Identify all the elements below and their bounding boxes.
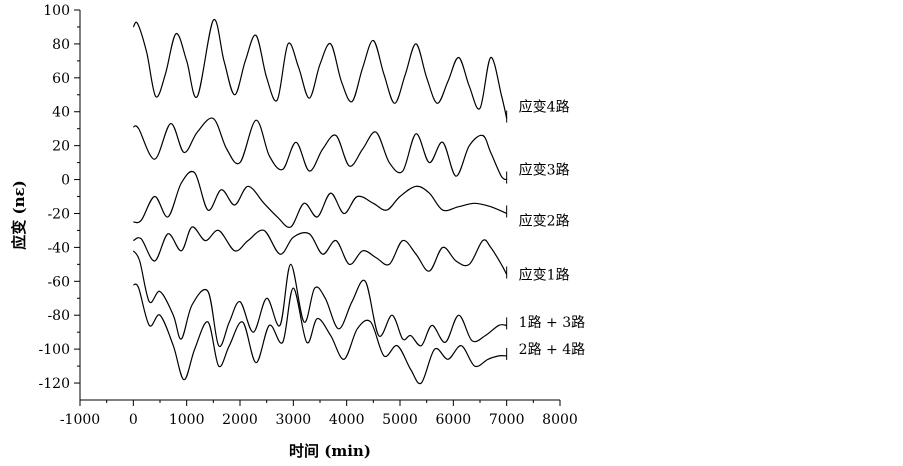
axes: 100 80 60 40 20 0 -20 -40 -60 -80 -100 -120 -1000 0 10…	[39, 3, 578, 428]
y-tick-label: -20	[47, 206, 70, 222]
y-tick-label: -40	[47, 240, 70, 256]
x-tick-label: -1000	[60, 412, 100, 428]
series-label-3: 应变2路	[519, 212, 570, 229]
series-group	[132, 19, 508, 385]
x-tick-label: 0	[129, 412, 138, 428]
series-label-5: 1路 + 3路	[519, 315, 585, 331]
y-tick-label: 20	[52, 139, 70, 155]
y-tick-label: 60	[52, 71, 70, 87]
x-tick-label: 5000	[382, 412, 418, 428]
series-label-4: 应变1路	[519, 267, 570, 284]
series-label-1: 应变4路	[519, 99, 570, 116]
x-tick-label: 3000	[276, 412, 312, 428]
series-line-1	[132, 19, 508, 119]
series-line-4	[133, 226, 508, 275]
x-tick-label: 8000	[542, 412, 578, 428]
y-tick-label: -80	[47, 308, 70, 324]
x-tick-label: 4000	[329, 412, 365, 428]
x-tick-label: 7000	[489, 412, 525, 428]
y-axis-label: 应变 (nε)	[10, 180, 28, 249]
x-tick-label: 1000	[169, 412, 205, 428]
series-line-3	[133, 170, 507, 228]
x-tick-label: 2000	[222, 412, 258, 428]
series-label-2: 应变3路	[519, 161, 570, 178]
x-tick-label: 6000	[436, 412, 472, 428]
series-label-6: 2路 + 4路	[519, 342, 585, 358]
y-tick-label: 100	[43, 3, 70, 19]
y-tick-label: 80	[52, 37, 70, 53]
y-tick-label: -60	[47, 274, 70, 290]
y-tick-label: -120	[39, 376, 70, 392]
y-tick-label: 40	[52, 105, 70, 121]
x-axis-label: 时间 (min)	[289, 442, 371, 460]
series-line-5	[132, 250, 507, 348]
series-line-2	[133, 117, 508, 181]
y-tick-label: -100	[39, 342, 70, 358]
series-line-6	[132, 283, 507, 385]
y-tick-label: 0	[61, 173, 70, 189]
